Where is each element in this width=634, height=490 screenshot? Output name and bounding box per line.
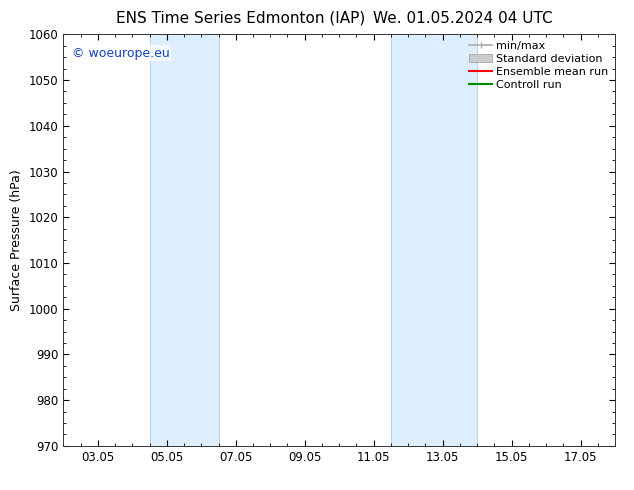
Bar	[391, 34, 477, 446]
Text: We. 01.05.2024 04 UTC: We. 01.05.2024 04 UTC	[373, 11, 553, 26]
Y-axis label: Surface Pressure (hPa): Surface Pressure (hPa)	[10, 169, 23, 311]
Text: ENS Time Series Edmonton (IAP): ENS Time Series Edmonton (IAP)	[116, 11, 366, 26]
Bar	[150, 34, 219, 446]
Legend: min/max, Standard deviation, Ensemble mean run, Controll run: min/max, Standard deviation, Ensemble me…	[465, 37, 612, 94]
Text: © woeurope.eu: © woeurope.eu	[72, 47, 169, 60]
